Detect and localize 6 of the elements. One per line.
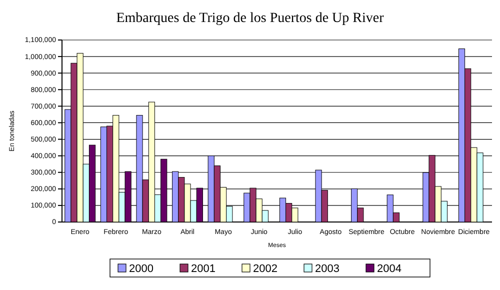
legend-label: 2001 xyxy=(191,262,216,275)
chart-title: Embarques de Trigo de los Puertos de Up River xyxy=(116,11,384,26)
legend-label: 2003 xyxy=(315,262,340,275)
legend-label: 2004 xyxy=(377,262,402,275)
legend-label: 2000 xyxy=(129,262,154,275)
legend-label: 2002 xyxy=(253,262,278,275)
